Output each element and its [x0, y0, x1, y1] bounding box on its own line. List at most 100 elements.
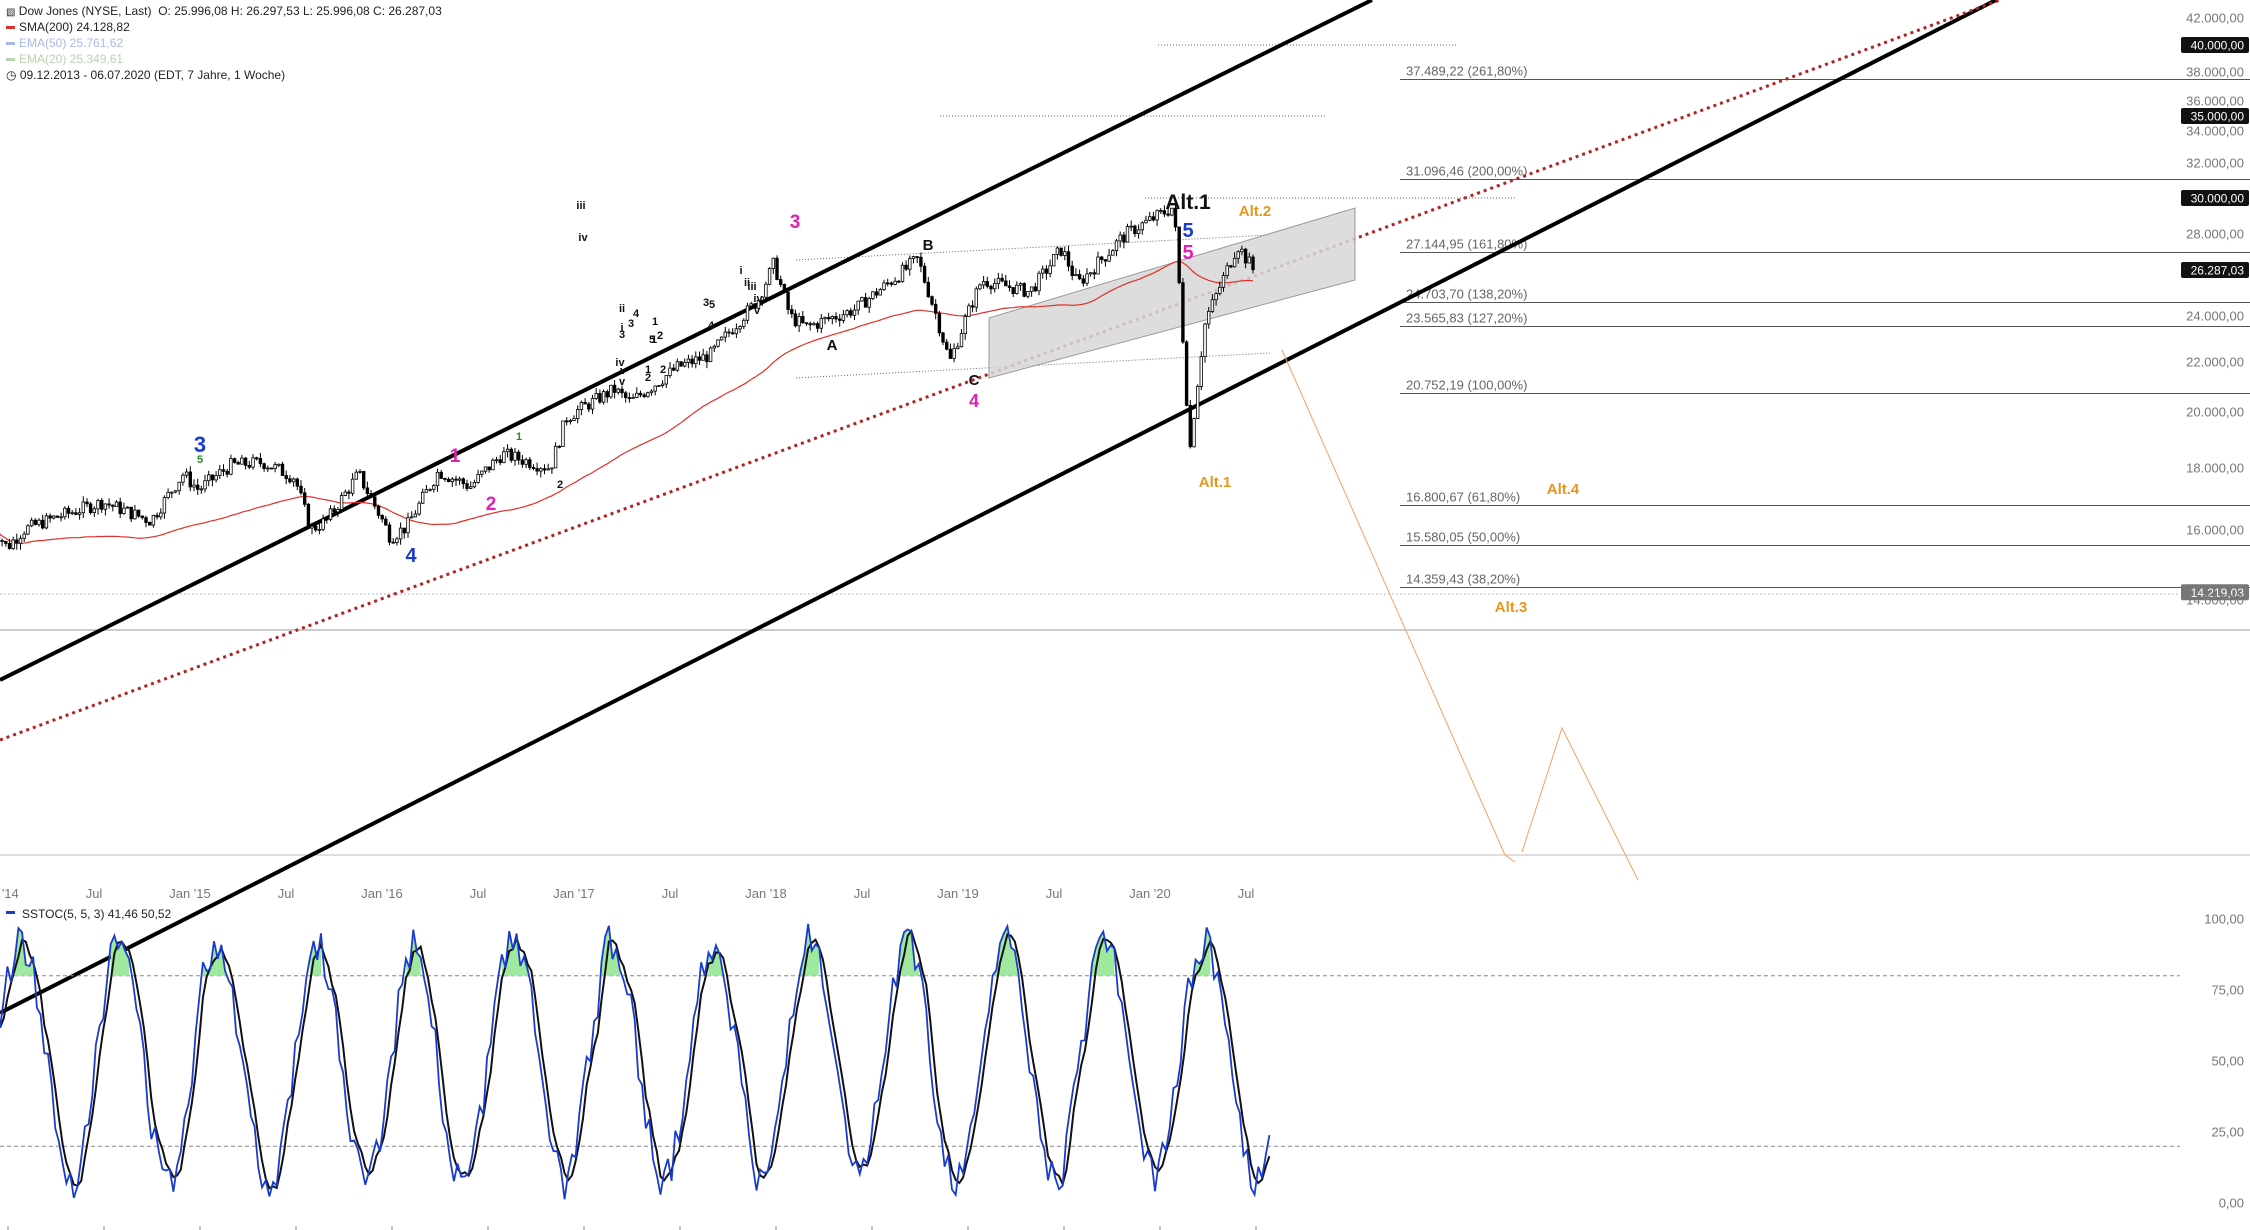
sub-wave-label: 5 [197, 454, 203, 466]
candle-body [258, 458, 263, 465]
candle-body [251, 457, 255, 468]
candle-body [981, 281, 986, 286]
candle-body [517, 451, 521, 461]
sub-wave-label: 1 [652, 316, 658, 328]
clock-icon: ◷ [6, 68, 17, 82]
candle-body [413, 513, 418, 518]
candle-body [708, 347, 713, 363]
candle-body [114, 501, 119, 507]
sub-wave-label: iv [578, 232, 588, 244]
candle-body [159, 512, 163, 518]
candle-body [528, 459, 532, 468]
legend-ema50[interactable]: EMA(50) 25.761,62 [6, 36, 123, 50]
candle-body [428, 488, 432, 491]
price-tick-label: 20.000,00 [2186, 405, 2244, 420]
fib-level-label: 31.096,46 (200,00%) [1406, 164, 1527, 179]
candle-body [845, 310, 849, 316]
wave-label: Alt.1 [1199, 474, 1232, 491]
candle-body [867, 297, 871, 308]
time-tick-label: Jan '20 [1129, 886, 1171, 901]
sub-wave-label: i [739, 265, 742, 277]
price-tick-label: 34.000,00 [2186, 124, 2244, 139]
fib-level-label: 23.565,83 (127,20%) [1406, 311, 1527, 326]
candle-body [1114, 240, 1119, 251]
candle-body [550, 467, 554, 470]
fib-level-label: 27.144,95 (161,80%) [1406, 237, 1527, 252]
candle-body [373, 496, 377, 507]
candle-body [133, 509, 137, 520]
fib-level-label: 15.580,05 (50,00%) [1406, 530, 1520, 545]
candle-body [170, 491, 174, 494]
candle-body [764, 283, 768, 298]
candle-body [808, 323, 812, 326]
candle-body [1122, 234, 1126, 243]
indicator-swatch [6, 911, 15, 914]
wave-label: A [827, 337, 838, 354]
candle-body [0, 540, 4, 542]
candle-body [457, 478, 462, 481]
time-tick-label: Jan '17 [553, 886, 595, 901]
indicator-tick-label: 50,00 [2211, 1054, 2244, 1069]
time-tick-label: Jul [1238, 886, 1255, 901]
candle-body [384, 518, 388, 526]
price-tag-label: 35.000,00 [2191, 110, 2245, 124]
candle-body [934, 303, 938, 314]
candle-body [480, 470, 484, 475]
candle-body [81, 501, 85, 514]
candle-body [218, 469, 222, 476]
candle-body [1203, 323, 1207, 357]
candle-body [568, 420, 573, 423]
price-axis[interactable]: 42.000,00 40.000,00 38.000,00 36.000,0035.0… [2181, 11, 2249, 608]
candle-body [900, 264, 905, 282]
legend-ema20[interactable]: EMA(20) 25.349,61 [6, 52, 123, 66]
candle-body [77, 512, 82, 515]
candle-body [1225, 265, 1229, 277]
candle-body [240, 457, 244, 465]
candle-body [420, 491, 425, 504]
candle-body [509, 448, 513, 461]
candle-body [188, 471, 192, 488]
candle-body [96, 499, 100, 510]
candle-body [55, 515, 60, 518]
candle-body [882, 282, 886, 290]
candle-body [978, 284, 982, 290]
candle-body [468, 486, 473, 489]
candle-body [398, 527, 403, 540]
candle-body [221, 469, 226, 472]
candle-body [214, 474, 218, 481]
candle-body [376, 505, 381, 516]
candle-body [269, 467, 274, 470]
stochastic-panel[interactable]: SSTOC(5, 5, 3) 41,46 50,52 100,00 75,00 50,… [0, 907, 2244, 1211]
lower-channel-line [0, 0, 1997, 1015]
candle-body [1077, 273, 1082, 280]
legend-sma200[interactable]: SMA(200) 24.128,82 [6, 20, 130, 34]
candle-body [775, 257, 779, 280]
candle-body [1214, 293, 1218, 301]
candle-body [1155, 210, 1159, 221]
candle-body [225, 470, 229, 475]
price-tag-label: 14.219,03 [2191, 586, 2245, 600]
time-axis[interactable]: Jan '14 Jul Jan '15 Jul Jan '16 Jul Jan '17 Jul… [0, 886, 1257, 1230]
candle-body [886, 282, 890, 285]
candle-body [989, 285, 993, 290]
candle-body [1196, 385, 1200, 419]
candle-body [328, 508, 333, 520]
chart-title-line: ▧ Dow Jones (NYSE, Last) O: 25.996,08 H:… [6, 4, 442, 18]
sub-wave-label: iii [747, 281, 756, 293]
sub-wave-label: 3 [619, 329, 625, 341]
candle-body [727, 331, 731, 334]
fib-level-label: 16.800,67 (61,80%) [1406, 490, 1520, 505]
wave-label: B [923, 237, 934, 254]
candle-body [332, 508, 336, 513]
candle-body [129, 506, 133, 520]
candle-body [719, 336, 724, 341]
candle-body [266, 467, 270, 470]
wave-label: Alt.1 [1165, 191, 1211, 214]
candle-body [974, 288, 978, 308]
candle-body [1148, 216, 1152, 221]
candle-body [321, 518, 325, 530]
candle-body [590, 398, 595, 410]
candle-body [22, 533, 26, 539]
candle-body [1181, 282, 1185, 343]
